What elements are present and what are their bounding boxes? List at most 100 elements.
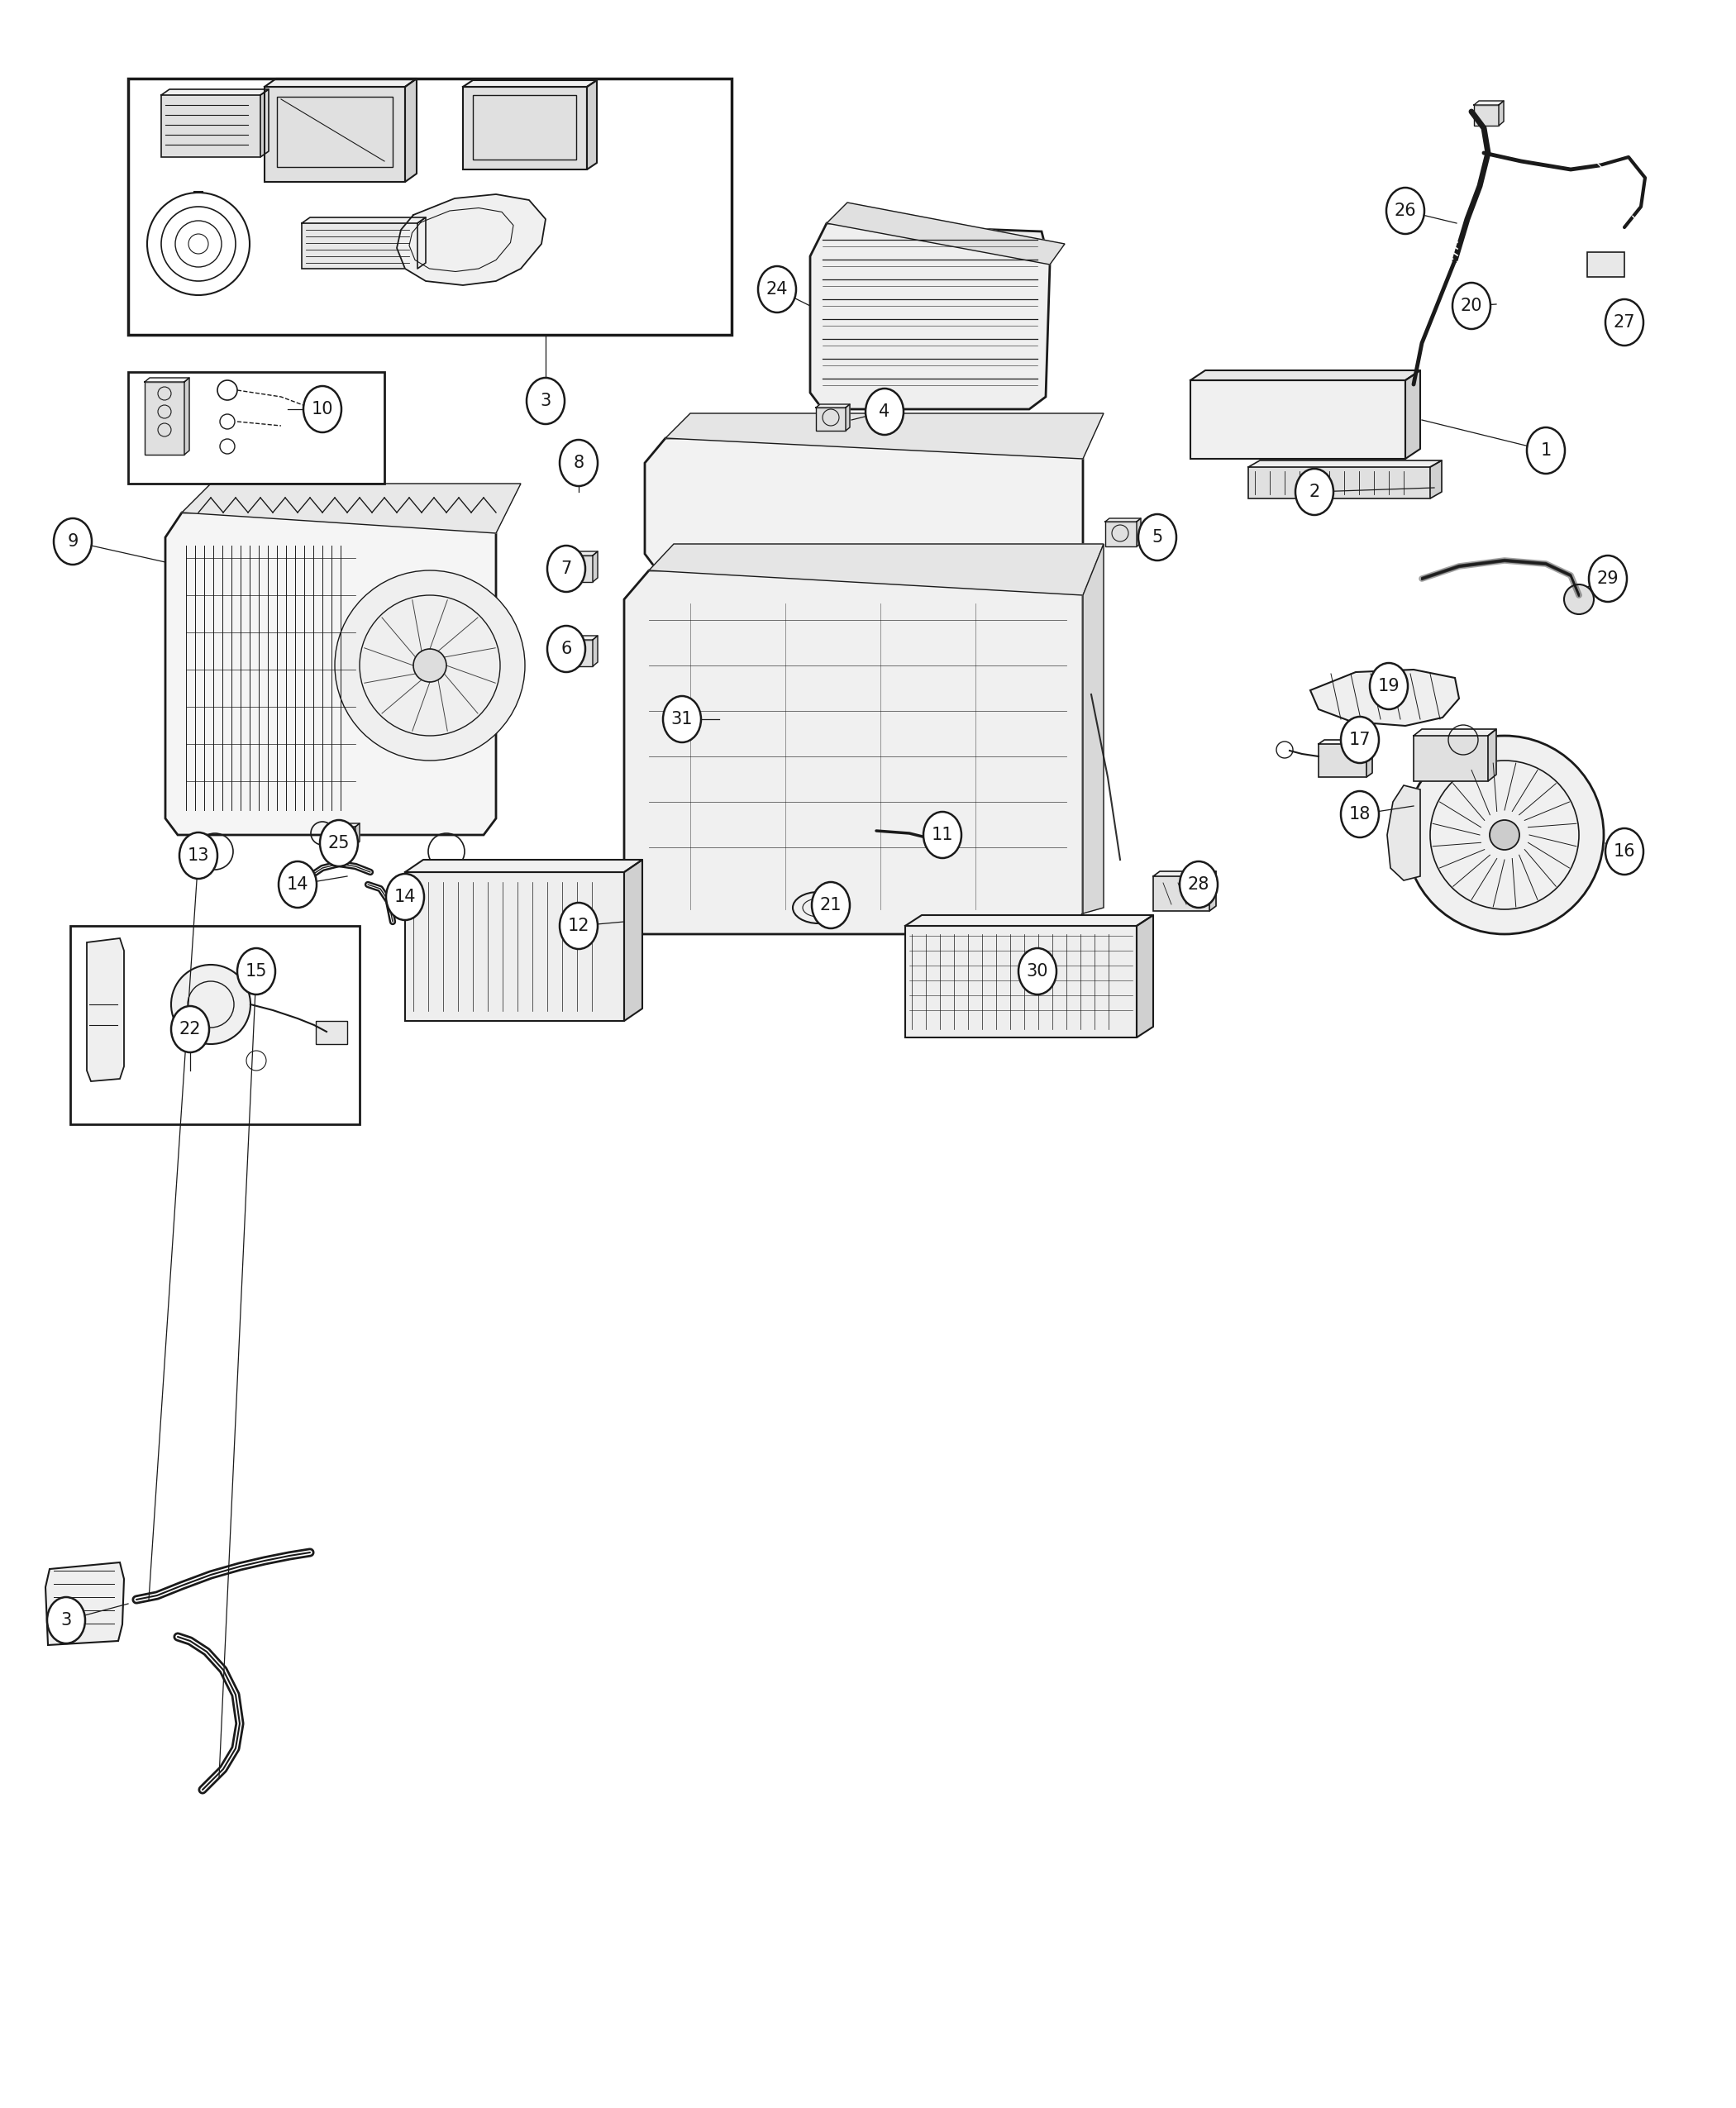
- Ellipse shape: [1370, 664, 1408, 708]
- Polygon shape: [264, 78, 417, 86]
- Polygon shape: [826, 202, 1064, 264]
- Polygon shape: [904, 915, 1153, 925]
- Ellipse shape: [1453, 282, 1491, 329]
- Polygon shape: [144, 377, 189, 382]
- Ellipse shape: [812, 881, 851, 928]
- Polygon shape: [404, 78, 417, 181]
- Ellipse shape: [1387, 188, 1424, 234]
- Polygon shape: [625, 571, 1083, 934]
- Text: 13: 13: [187, 847, 210, 864]
- Polygon shape: [1319, 740, 1371, 744]
- Ellipse shape: [1528, 428, 1564, 474]
- Ellipse shape: [924, 812, 962, 858]
- Polygon shape: [644, 438, 1083, 571]
- Text: 8: 8: [573, 455, 583, 472]
- Bar: [128, 78, 731, 335]
- Polygon shape: [1137, 915, 1153, 1037]
- Ellipse shape: [1606, 828, 1644, 875]
- Bar: [924, 826, 951, 843]
- Polygon shape: [811, 223, 1050, 409]
- Polygon shape: [326, 824, 359, 826]
- Bar: [1413, 736, 1488, 782]
- Ellipse shape: [179, 833, 217, 879]
- Polygon shape: [1474, 101, 1503, 105]
- Polygon shape: [464, 80, 597, 86]
- Text: 6: 6: [561, 641, 571, 658]
- Bar: [464, 86, 587, 169]
- Ellipse shape: [385, 875, 424, 919]
- Bar: [556, 557, 592, 582]
- Bar: [316, 1020, 347, 1043]
- Polygon shape: [45, 1562, 123, 1644]
- Text: 25: 25: [328, 835, 351, 852]
- Bar: [264, 86, 404, 181]
- Text: 5: 5: [1153, 529, 1163, 546]
- Ellipse shape: [1139, 514, 1177, 561]
- Polygon shape: [165, 512, 496, 835]
- Polygon shape: [1106, 519, 1141, 521]
- Text: 9: 9: [68, 533, 78, 550]
- Circle shape: [172, 965, 250, 1043]
- Ellipse shape: [866, 388, 903, 434]
- Polygon shape: [1210, 871, 1215, 911]
- Ellipse shape: [1180, 862, 1217, 909]
- Bar: [1191, 379, 1406, 460]
- Text: 3: 3: [61, 1613, 71, 1629]
- Text: 4: 4: [878, 403, 891, 419]
- Polygon shape: [556, 552, 597, 557]
- Polygon shape: [1137, 519, 1141, 546]
- Polygon shape: [587, 80, 597, 169]
- Text: 15: 15: [245, 963, 267, 980]
- Circle shape: [1564, 584, 1594, 613]
- Text: 20: 20: [1460, 297, 1483, 314]
- Polygon shape: [556, 637, 597, 641]
- Ellipse shape: [54, 519, 92, 565]
- Text: 28: 28: [1187, 877, 1210, 894]
- Bar: [302, 223, 417, 268]
- Circle shape: [1489, 820, 1519, 850]
- Ellipse shape: [759, 266, 797, 312]
- Polygon shape: [1488, 729, 1496, 782]
- Bar: [326, 826, 356, 845]
- Text: 30: 30: [1026, 963, 1049, 980]
- Text: 7: 7: [561, 561, 571, 578]
- Text: 14: 14: [394, 890, 417, 904]
- Polygon shape: [665, 413, 1104, 460]
- Text: 31: 31: [672, 710, 693, 727]
- Polygon shape: [182, 483, 521, 533]
- Ellipse shape: [319, 820, 358, 866]
- Ellipse shape: [1588, 557, 1627, 601]
- Bar: [161, 95, 260, 158]
- Polygon shape: [1387, 786, 1420, 881]
- Circle shape: [413, 649, 446, 683]
- Text: 12: 12: [568, 917, 590, 934]
- Text: 19: 19: [1378, 679, 1399, 694]
- Polygon shape: [1413, 729, 1496, 736]
- Circle shape: [335, 571, 524, 761]
- Ellipse shape: [238, 949, 276, 995]
- Polygon shape: [417, 217, 425, 268]
- Polygon shape: [356, 824, 359, 845]
- Polygon shape: [404, 860, 642, 873]
- Bar: [1587, 253, 1625, 276]
- Bar: [816, 407, 845, 430]
- Text: 27: 27: [1613, 314, 1635, 331]
- Text: 3: 3: [540, 392, 550, 409]
- Polygon shape: [816, 405, 851, 407]
- Text: 1: 1: [1540, 443, 1552, 460]
- Text: 14: 14: [286, 877, 309, 894]
- Bar: [128, 371, 384, 483]
- Bar: [1474, 105, 1498, 126]
- Ellipse shape: [47, 1598, 85, 1644]
- Polygon shape: [1248, 460, 1441, 468]
- Text: 26: 26: [1394, 202, 1417, 219]
- Text: 29: 29: [1597, 571, 1620, 586]
- Ellipse shape: [526, 377, 564, 424]
- Bar: [1319, 744, 1366, 778]
- Text: 2: 2: [1309, 483, 1319, 500]
- Polygon shape: [1366, 740, 1371, 778]
- Bar: [472, 95, 576, 160]
- Polygon shape: [161, 89, 269, 95]
- Ellipse shape: [172, 1006, 208, 1052]
- Text: 22: 22: [179, 1020, 201, 1037]
